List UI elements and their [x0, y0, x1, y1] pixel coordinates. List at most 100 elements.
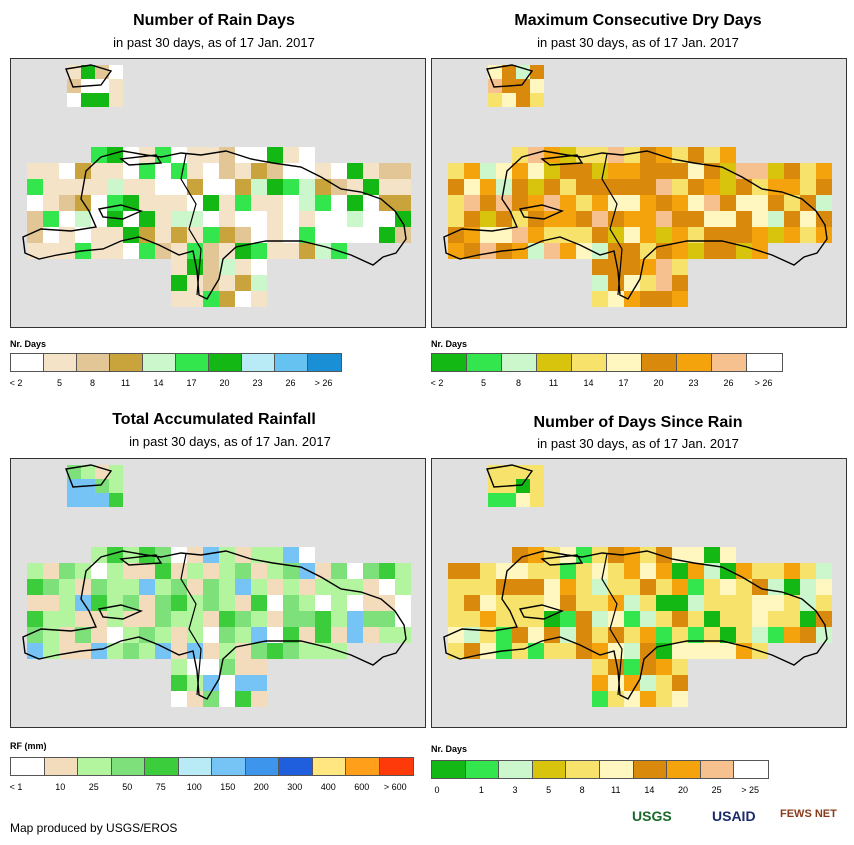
grid-cell [512, 627, 528, 643]
grid-cell [315, 627, 331, 643]
grid-cell [123, 211, 139, 227]
grid-cell [512, 163, 528, 179]
legend-label: > 600 [383, 782, 407, 792]
grid-cell [123, 563, 139, 579]
grid-cell [251, 691, 267, 707]
grid-cell [109, 93, 123, 107]
grid-cell [91, 211, 107, 227]
grid-cell [608, 691, 624, 707]
map-graphic [443, 464, 832, 707]
rainfall-legend-title: RF (mm) [10, 741, 47, 751]
grid-cell [171, 579, 187, 595]
grid-cell [784, 227, 800, 243]
grid-cell [592, 163, 608, 179]
legend-swatch [176, 354, 209, 371]
legend-swatch [312, 758, 346, 775]
grid-cell [395, 179, 411, 195]
grid-cell [448, 179, 464, 195]
grid-cell [251, 179, 267, 195]
grid-cell [528, 227, 544, 243]
usaid-logo: USAID [712, 808, 756, 824]
grid-cell [235, 611, 251, 627]
grid-cell [315, 163, 331, 179]
grid-cell [720, 211, 736, 227]
grid-cell [155, 595, 171, 611]
legend-swatch [145, 758, 179, 775]
grid-cell [107, 563, 123, 579]
grid-cell [528, 147, 544, 163]
grid-cell [299, 643, 315, 659]
grid-cell [576, 163, 592, 179]
legend-swatch [502, 354, 537, 371]
grid-cell [720, 579, 736, 595]
grid-cell [512, 579, 528, 595]
legend-label: 3 [512, 785, 518, 795]
grid-cell [656, 675, 672, 691]
grid-cell [299, 179, 315, 195]
grid-cell [672, 147, 688, 163]
rainfall-map [10, 458, 426, 728]
country-border [180, 153, 202, 296]
grid-cell [800, 563, 816, 579]
grid-cell [43, 227, 59, 243]
grid-cell [123, 163, 139, 179]
coastline [97, 604, 144, 620]
grid-cell [171, 275, 187, 291]
grid-cell [91, 579, 107, 595]
grid-cell [640, 195, 656, 211]
grid-cell [363, 563, 379, 579]
grid-cell [155, 643, 171, 659]
fews-net-logo: FEWS NET [780, 808, 837, 820]
grid-cell [640, 627, 656, 643]
grid-cell [139, 611, 155, 627]
grid-cell [315, 563, 331, 579]
legend-label: 1 [478, 785, 484, 795]
grid-cell [656, 179, 672, 195]
grid-cell [59, 195, 75, 211]
grid-cell [235, 579, 251, 595]
grid-cell [91, 595, 107, 611]
grid-cell [752, 195, 768, 211]
grid-cell [592, 147, 608, 163]
grid-cell [81, 65, 95, 79]
coastline [22, 150, 407, 300]
grid-cell [171, 163, 187, 179]
grid-cell [448, 627, 464, 643]
grid-cell [704, 595, 720, 611]
grid-cell [91, 227, 107, 243]
legend-swatch [110, 354, 143, 371]
grid-cell [496, 227, 512, 243]
grid-cell [448, 563, 464, 579]
grid-cell [502, 65, 516, 79]
legend-label: 25 [711, 785, 722, 795]
grid-cell [283, 643, 299, 659]
grid-cell [752, 563, 768, 579]
grid-cell [219, 595, 235, 611]
grid-cell [235, 259, 251, 275]
grid-cell [624, 563, 640, 579]
grid-cell [75, 627, 91, 643]
grid-cell [219, 659, 235, 675]
grid-cell [363, 627, 379, 643]
legend-swatch [212, 758, 246, 775]
grid-cell [59, 611, 75, 627]
grid-cell [395, 627, 411, 643]
grid-cell [624, 691, 640, 707]
grid-cell [768, 163, 784, 179]
grid-cell [576, 563, 592, 579]
legend-swatch [499, 761, 533, 778]
grid-cell [139, 243, 155, 259]
grid-cell [299, 595, 315, 611]
grid-cell [203, 211, 219, 227]
grid-cell [544, 579, 560, 595]
grid-cell [235, 563, 251, 579]
grid-cell [496, 211, 512, 227]
grid-cell [91, 627, 107, 643]
grid-cell [704, 627, 720, 643]
grid-cell [720, 611, 736, 627]
grid-cell [464, 611, 480, 627]
rain-days-title: Number of Rain Days [133, 12, 295, 29]
legend-swatch [11, 354, 44, 371]
legend-swatch [111, 758, 145, 775]
grid-cell [235, 195, 251, 211]
